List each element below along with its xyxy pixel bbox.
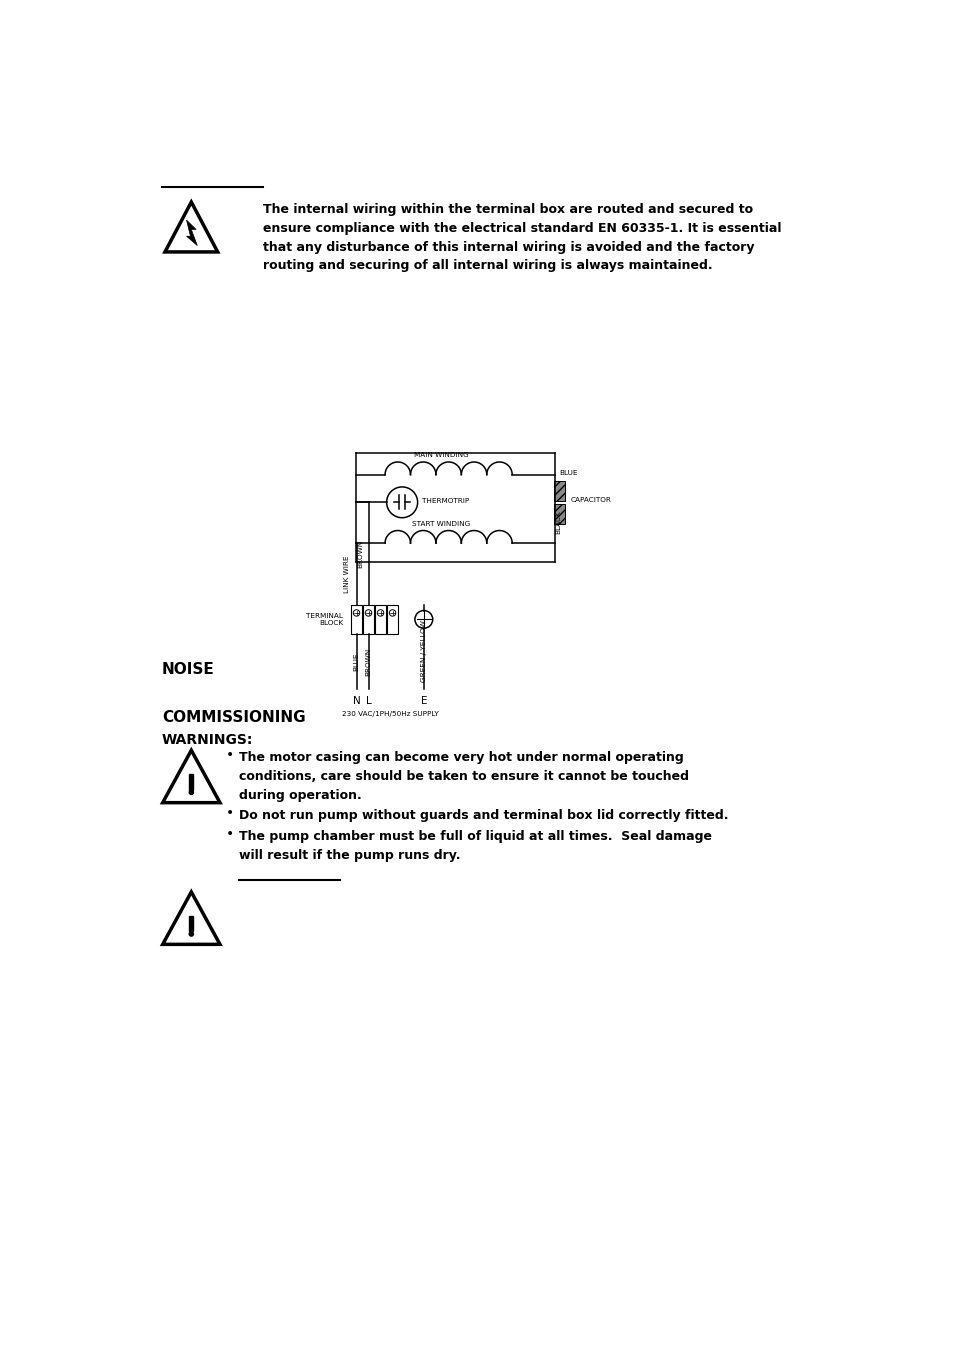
Text: MAIN WINDING: MAIN WINDING [413,452,468,459]
Text: BLUE: BLUE [558,470,578,477]
Text: TERMINAL
BLOCK: TERMINAL BLOCK [306,613,343,626]
Text: ensure compliance with the electrical standard EN 60335-1. It is essential: ensure compliance with the electrical st… [262,221,781,235]
Text: START WINDING: START WINDING [412,521,470,526]
Text: E: E [420,695,427,706]
Text: The pump chamber must be full of liquid at all times.  Seal damage: The pump chamber must be full of liquid … [239,830,712,844]
Text: BROWN: BROWN [357,540,363,567]
Bar [190,774,193,790]
Polygon shape [187,220,197,246]
Text: LINK WIRE: LINK WIRE [343,555,350,593]
Text: during operation.: during operation. [239,788,362,802]
Text: •: • [225,828,233,841]
Text: Do not run pump without guards and terminal box lid correctly fitted.: Do not run pump without guards and termi… [239,809,728,822]
Text: BLUE: BLUE [353,652,359,671]
Bar [554,481,564,501]
Text: routing and securing of all internal wiring is always maintained.: routing and securing of all internal wir… [262,259,712,273]
Text: WARNINGS:: WARNINGS: [162,733,253,748]
Circle shape [189,931,193,936]
Text: BROWN: BROWN [365,648,371,676]
Text: •: • [225,748,233,761]
Text: NOISE: NOISE [162,663,214,678]
Text: L: L [366,695,372,706]
Text: conditions, care should be taken to ensure it cannot be touched: conditions, care should be taken to ensu… [239,769,689,783]
Bar [190,915,193,931]
Text: The internal wiring within the terminal box are routed and secured to: The internal wiring within the terminal … [262,202,752,216]
Bar [375,605,386,634]
Bar [362,605,374,634]
Text: will result if the pump runs dry.: will result if the pump runs dry. [239,849,460,863]
Text: BLACK: BLACK [555,510,560,533]
Text: GREEN / YELLOW: GREEN / YELLOW [420,620,426,682]
Text: THERMOTRIP: THERMOTRIP [421,498,468,504]
Text: The motor casing can become very hot under normal operating: The motor casing can become very hot und… [239,751,683,764]
Circle shape [189,790,193,794]
Text: •: • [225,806,233,819]
Bar [554,504,564,524]
Text: COMMISSIONING: COMMISSIONING [162,710,305,725]
Text: 230 VAC/1PH/50Hz SUPPLY: 230 VAC/1PH/50Hz SUPPLY [342,711,438,717]
Text: N: N [353,695,360,706]
Text: that any disturbance of this internal wiring is avoided and the factory: that any disturbance of this internal wi… [262,240,753,254]
Bar [387,605,397,634]
Bar [351,605,361,634]
Text: CAPACITOR: CAPACITOR [570,497,611,504]
